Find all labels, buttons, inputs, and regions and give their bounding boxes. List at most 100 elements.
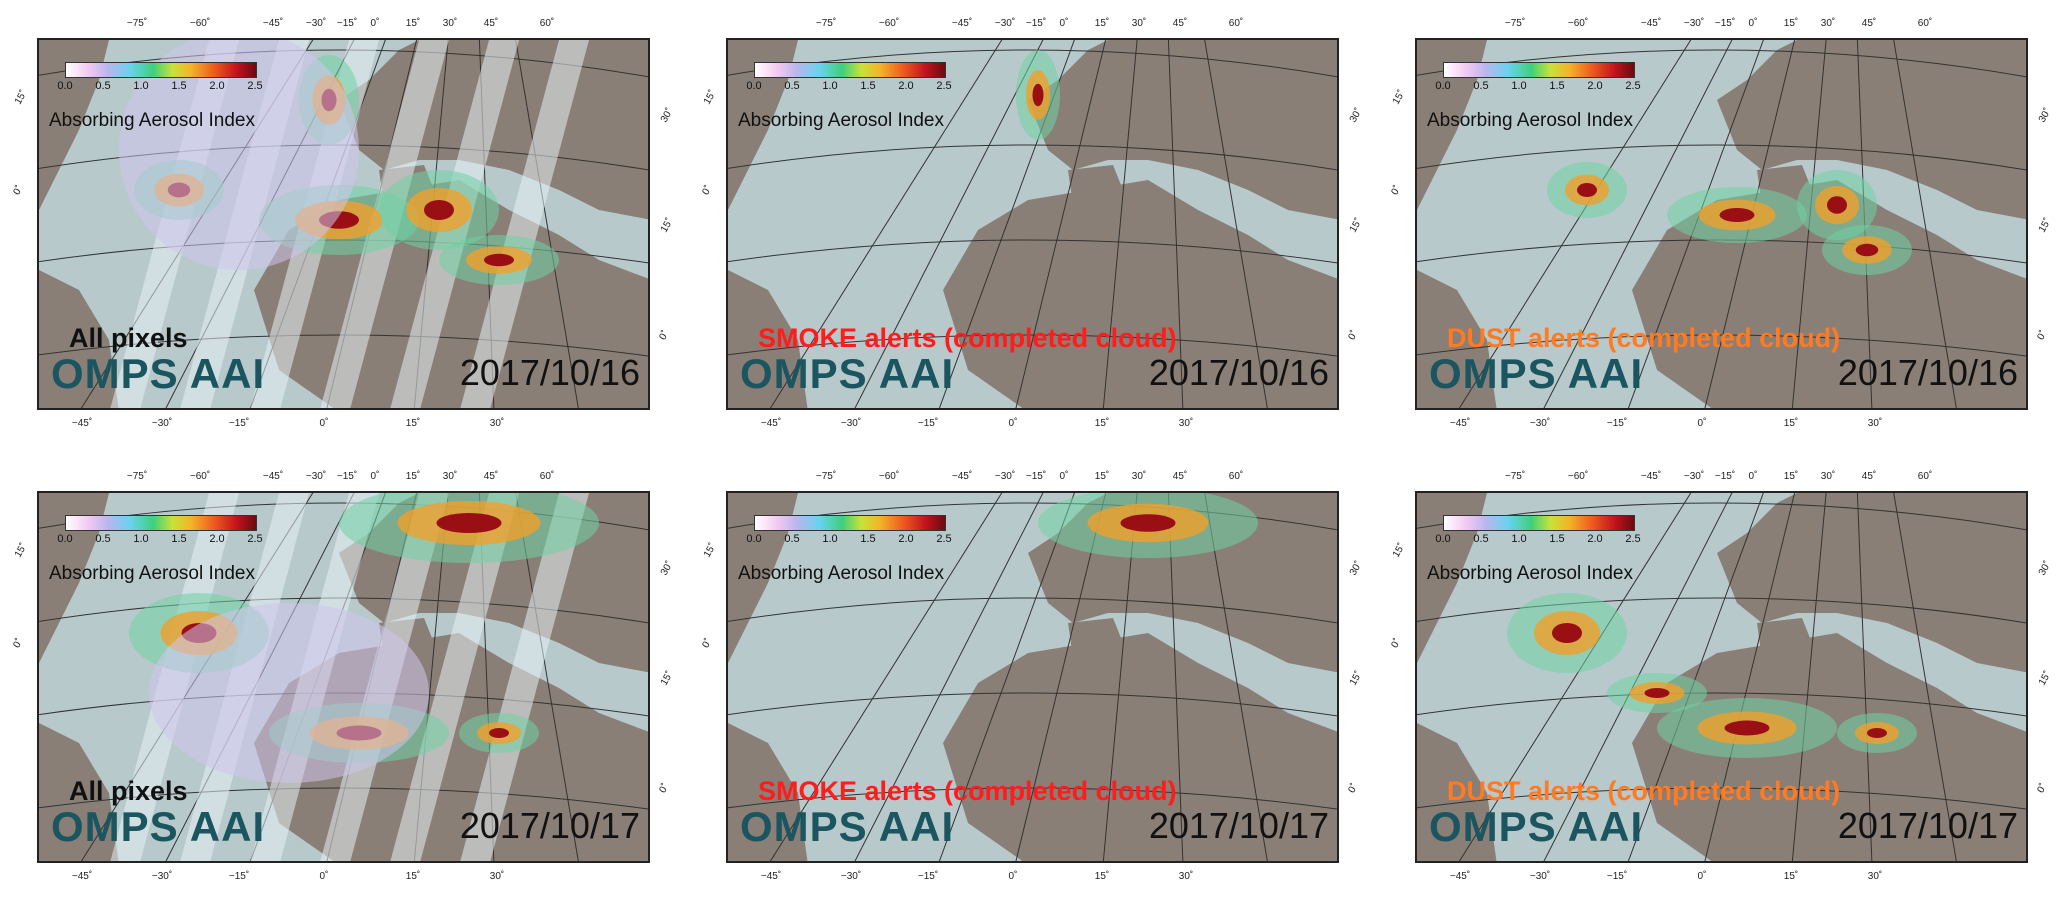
satellite-swath [459,40,589,408]
top-lon-tick: 30˚ [1131,471,1147,482]
aerosol-overlay [109,493,599,861]
left-lat-tick: 15˚ [701,541,719,560]
map-panel-3: −75˚ −60˚ −45˚ −30˚ −15˚ 0˚ 15˚ 30˚ 45˚ 60˚ [1378,0,2066,452]
europe-landmass [1717,40,2026,220]
right-lat-tick: 0˚ [1346,328,1361,343]
right-lat-tick: 15˚ [1347,669,1365,688]
top-lon-tick: 30˚ [1820,18,1836,29]
top-lon-tick: −15˚ [336,18,358,29]
colorbar-label: Absorbing Aerosol Index [49,110,255,131]
bottom-lon-tick: 30˚ [489,418,505,429]
panel-date: 2017/10/17 [1837,805,2018,846]
top-lon-tick: −15˚ [1714,18,1736,29]
greenland-landmass [1417,493,1487,663]
top-lon-tick: 0˚ [1748,18,1758,29]
product-label: OMPS AAI [1429,803,1644,850]
panel-title: DUST alerts (completed cloud) [1447,776,1841,806]
bottom-lon-tick: 15˚ [405,418,421,429]
top-lon-tick: 15˚ [405,471,421,482]
aerosol-plume-max [1855,243,1879,257]
colorbar-tick: 0.0 [746,533,762,545]
right-lat-tick: 15˚ [2036,216,2054,235]
aerosol-plume-max [424,200,454,220]
colorbar-tick: 1.0 [822,80,838,92]
top-lon-tick: −45˚ [951,471,973,482]
map-panel-1: −75˚ −60˚ −45˚ −30˚ −15˚ 0˚ 15˚ 30˚ 45˚ 60˚ [0,0,688,452]
top-lon-tick: −45˚ [1640,471,1662,482]
bottom-lon-tick: 30˚ [1867,418,1883,429]
map-frame: 0.0 0.5 1.0 1.5 2.0 2.5 Absorbing Aerosol Ind… [726,38,1339,410]
bottom-lon-tick: 0˚ [319,418,329,429]
top-lon-tick: 60˚ [539,471,555,482]
south-america-landmass [39,270,119,408]
aerosol-plume-max [489,728,509,738]
top-lon-tick: 45˚ [1861,18,1877,29]
top-lon-tick: −30˚ [1683,471,1705,482]
colorbar-tick: 1.5 [1549,80,1565,92]
right-lat-tick: 30˚ [1347,106,1365,125]
top-lon-tick: 15˚ [1783,18,1799,29]
colorbar-tick: 2.5 [247,80,263,92]
greenland-landmass [728,493,798,663]
left-lat-tick: 0˚ [11,636,26,651]
left-lat-tick: 0˚ [700,636,715,651]
colorbar-tick: 1.5 [171,80,187,92]
top-lon-tick: 60˚ [539,18,555,29]
colorbar-label: Absorbing Aerosol Index [49,563,255,584]
top-lon-tick: −60˚ [878,471,900,482]
colorbar [1443,515,1635,531]
bottom-lon-tick: −45˚ [1449,418,1471,429]
bottom-lon-tick: −45˚ [71,871,93,882]
map-frame: 0.0 0.5 1.0 1.5 2.0 2.5 Absorbing Aerosol Ind… [1415,38,2028,410]
aerosol-plume-max [1867,728,1887,738]
right-lat-tick: 30˚ [2036,559,2054,578]
left-lat-tick: 15˚ [1390,541,1408,560]
bottom-lon-tick: 30˚ [1178,418,1194,429]
left-lat-tick: 15˚ [701,88,719,107]
top-lon-tick: 0˚ [1059,471,1069,482]
colorbar [754,515,946,531]
top-lon-tick: −15˚ [1025,18,1047,29]
colorbar-tick: 2.0 [209,533,225,545]
colorbar-tick: 1.5 [860,533,876,545]
top-lon-tick: 30˚ [1131,18,1147,29]
bottom-lon-tick: 30˚ [1867,871,1883,882]
colorbar-tick: 2.5 [936,80,952,92]
top-lon-tick: −45˚ [262,18,284,29]
right-lat-tick: 0˚ [657,781,672,796]
left-lat-tick: 0˚ [11,183,26,198]
product-label: OMPS AAI [1429,350,1644,397]
panel-date: 2017/10/17 [459,805,640,846]
bottom-lon-tick: −30˚ [151,418,173,429]
top-lon-tick: −45˚ [262,471,284,482]
colorbar-tick: 0.0 [1435,533,1451,545]
aerosol-plume-max [1577,183,1597,197]
top-lon-tick: −30˚ [994,471,1016,482]
bottom-lon-tick: −15˚ [917,871,939,882]
top-lon-tick: 45˚ [483,18,499,29]
top-lon-tick: 60˚ [1228,471,1244,482]
top-lon-tick: 30˚ [442,471,458,482]
map-frame: 0.0 0.5 1.0 1.5 2.0 2.5 Absorbing Aerosol Ind… [37,491,650,863]
graticule [728,493,1337,861]
top-lon-tick: 45˚ [1861,471,1877,482]
colorbar-tick: 0.5 [95,533,111,545]
bottom-lon-tick: 0˚ [1008,418,1018,429]
panel-title: DUST alerts (completed cloud) [1447,323,1841,353]
greenland-landmass [39,493,109,663]
bottom-lon-tick: −45˚ [71,418,93,429]
colorbar-tick: 1.0 [133,533,149,545]
bottom-lon-tick: −45˚ [760,418,782,429]
top-lon-tick: −60˚ [878,18,900,29]
left-lat-tick: 15˚ [12,88,30,107]
colorbar-tick: 2.5 [247,533,263,545]
right-lat-tick: 0˚ [1346,781,1361,796]
right-lat-tick: 15˚ [1347,216,1365,235]
aerosol-overlay [109,40,589,408]
bottom-lon-tick: −45˚ [1449,871,1471,882]
bottom-lon-tick: 0˚ [1008,871,1018,882]
top-lon-tick: 0˚ [1748,471,1758,482]
colorbar-tick: 0.5 [1473,80,1489,92]
graticule [728,40,1337,408]
panel-title: All pixels [69,776,188,806]
